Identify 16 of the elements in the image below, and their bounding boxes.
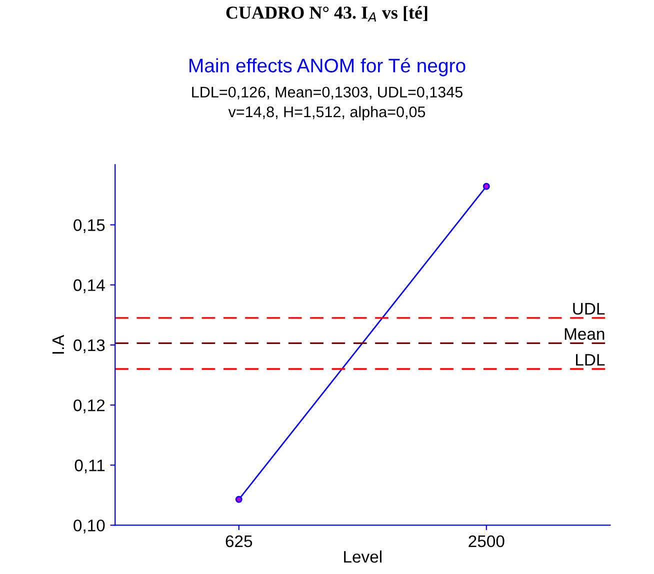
chart-subtitle: LDL=0,126, Mean=0,1303, UDL=0,1345 v=14,8, H=1,512, alpha=0,05	[192, 86, 462, 120]
chart-title: Main effects ANOM for Té negro	[190, 58, 466, 76]
x-tick-label: 2500	[468, 535, 504, 548]
y-tick-label: 0,11	[74, 460, 105, 474]
ref-line-label: UDL	[573, 303, 605, 315]
y-axis-title: I.A	[52, 334, 64, 354]
x-tick-label: 625	[226, 535, 252, 548]
ref-line-label: Mean	[564, 328, 604, 340]
y-tick-label: 0,12	[74, 399, 105, 414]
y-tick-label: 0,10	[74, 520, 105, 534]
y-tick-label: 0,13	[74, 339, 105, 354]
y-tick-label: 0,14	[74, 279, 105, 294]
x-axis-title: Level	[344, 550, 382, 563]
ref-line-label: LDL	[576, 354, 605, 366]
y-tick-label: 0,15	[74, 219, 105, 233]
text: CUADRO N° 43. I$_{A}$ vs [té]	[226, 6, 428, 22]
